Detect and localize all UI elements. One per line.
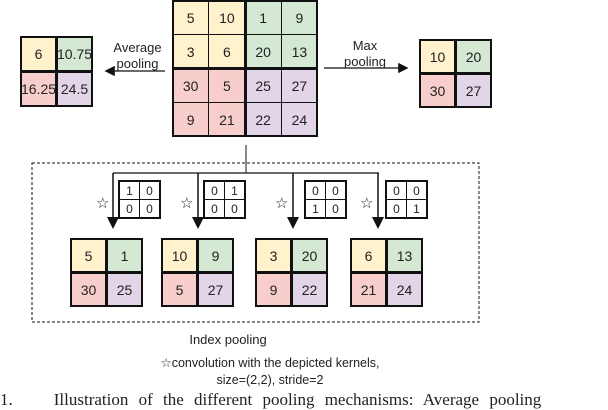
grid-cell: 21 <box>208 102 246 137</box>
grid-cell: 30 <box>419 73 456 108</box>
quadrant-border <box>20 36 57 72</box>
grid-cell: 3 <box>172 34 210 69</box>
grid-cell: 27 <box>455 73 492 108</box>
label-line: Max <box>352 38 378 53</box>
quadrant-border <box>172 68 246 137</box>
quadrant-border <box>20 71 57 107</box>
label-line: Average <box>113 40 162 55</box>
quadrant-border <box>419 39 456 74</box>
quadrant-border <box>56 36 93 72</box>
quadrant-border <box>350 272 387 307</box>
legend-line1: ☆convolution with the depicted kernels, <box>120 355 420 372</box>
quadrant-border <box>197 238 234 273</box>
star-icon: ☆ <box>160 356 172 370</box>
quadrant-border <box>419 73 456 108</box>
caption-text: Illustration of the different pooling me… <box>53 390 542 409</box>
quadrant-border <box>386 272 423 307</box>
quadrant-border <box>197 272 234 307</box>
caption-number: 1. <box>0 390 13 409</box>
grid-cell: 16.25 <box>20 71 57 107</box>
legend-text: convolution with the depicted kernels, <box>171 356 380 370</box>
quadrant-border <box>106 272 143 307</box>
star-icon: ☆ <box>96 195 110 212</box>
average-pooling-label: Average pooling <box>100 40 175 72</box>
quadrant-border <box>291 272 328 307</box>
quadrant-border <box>244 0 318 69</box>
grid-cell: 22 <box>291 272 328 307</box>
quadrant-border <box>172 0 246 69</box>
grid-cell: 24 <box>280 102 318 137</box>
kernel-border <box>385 180 428 219</box>
kernel-border <box>118 180 161 219</box>
quadrant-border <box>255 238 292 273</box>
figure-caption: 1. Illustration of the different pooling… <box>0 390 608 410</box>
max-pooling-label: Max pooling <box>330 38 400 70</box>
index-pooling-box <box>31 162 480 323</box>
quadrant-border <box>244 68 318 137</box>
label-line: pooling <box>116 56 159 71</box>
quadrant-border <box>161 272 198 307</box>
star-icon: ☆ <box>360 195 374 212</box>
label-line: pooling <box>344 54 386 69</box>
star-icon: ☆ <box>275 195 289 212</box>
grid-cell: 9 <box>197 238 234 273</box>
grid-cell: 20 <box>244 34 282 69</box>
kernel-border <box>304 180 347 219</box>
branch-arrows <box>107 173 384 229</box>
legend: ☆convolution with the depicted kernels, … <box>120 355 420 389</box>
quadrant-border <box>291 238 328 273</box>
grid-cell: 9 <box>280 0 318 35</box>
legend-line2: size=(2,2), stride=2 <box>216 373 324 387</box>
grid-cell: 6 <box>208 34 246 69</box>
kernel-border <box>203 180 246 219</box>
quadrant-border <box>106 238 143 273</box>
quadrant-border <box>70 238 107 273</box>
quadrant-border <box>255 272 292 307</box>
grid-cell: 9 <box>255 272 292 307</box>
quadrant-border <box>455 39 492 74</box>
quadrant-border <box>70 272 107 307</box>
quadrant-border <box>350 238 387 273</box>
quadrant-border <box>161 238 198 273</box>
quadrant-border <box>455 73 492 108</box>
quadrant-border <box>386 238 423 273</box>
quadrant-border <box>56 71 93 107</box>
grid-cell: 30 <box>172 68 210 103</box>
grid-cell: 24.5 <box>56 71 93 107</box>
index-pooling-label: Index pooling <box>189 332 267 347</box>
star-icon: ☆ <box>180 195 194 212</box>
